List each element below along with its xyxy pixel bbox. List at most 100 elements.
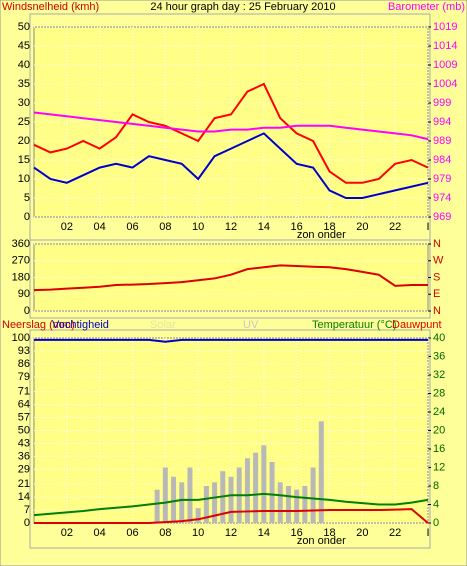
solar-bar: [244, 458, 250, 523]
x-tick-label: 06: [126, 221, 138, 233]
x-tick-label: 20: [356, 221, 368, 233]
y-tick-label: 30: [18, 97, 30, 109]
x-tick-label: 14: [258, 527, 270, 539]
y-tick-label: 29: [18, 463, 30, 475]
y2-tick-label: N: [433, 305, 441, 317]
y-tick-label: 10: [18, 173, 30, 185]
solar-bar: [318, 421, 324, 523]
y2-tick-label: 1009: [433, 59, 457, 71]
series-line: [34, 338, 428, 343]
solar-bar: [154, 489, 160, 523]
solar-bar: [162, 467, 168, 523]
annotation: zon onder: [297, 535, 346, 547]
y-tick-label: 21: [18, 478, 30, 490]
plot-area: [33, 26, 429, 218]
y-tick-label: 360: [12, 238, 30, 250]
y-tick-label: 57: [18, 411, 30, 423]
series-line: [33, 492, 429, 517]
y2-tick-label: 1004: [433, 78, 457, 90]
x-tick-label: 16: [291, 527, 303, 539]
y-tick-label: 270: [12, 255, 30, 267]
solar-bar: [310, 467, 316, 523]
solar-bar: [294, 489, 300, 523]
solar-bar: [171, 476, 177, 523]
x-tick-label: 12: [225, 221, 237, 233]
y-tick-label: 7: [24, 504, 30, 516]
x-tick-label: 08: [159, 527, 171, 539]
y-axis-label: Neerslag (mm): [2, 319, 75, 331]
solar-bar: [228, 476, 234, 523]
y2-tick-label: 40: [433, 332, 445, 344]
y-axis-label: Windsnelheid (kmh): [2, 1, 99, 13]
y-tick-label: 180: [12, 271, 30, 283]
y2-tick-label: N: [433, 238, 441, 250]
y-tick-label: 93: [18, 345, 30, 357]
legend-label: Temperatuur (°C): [312, 319, 396, 331]
solar-bar: [179, 482, 185, 523]
y-tick-label: 43: [18, 437, 30, 449]
solar-bar: [269, 461, 275, 523]
y2-tick-label: 8: [433, 480, 439, 492]
y2-tick-label: 12: [433, 461, 445, 473]
y-tick-label: 5: [24, 192, 30, 204]
y2-tick-label: 1014: [433, 40, 457, 52]
solar-bar: [203, 486, 209, 523]
series-line: [33, 264, 428, 292]
y-tick-label: 14: [18, 491, 30, 503]
legend-label: Solar: [150, 319, 176, 331]
y-tick-label: 45: [18, 40, 30, 52]
y2-tick-label: 32: [433, 369, 445, 381]
y2-tick-label: S: [433, 271, 440, 283]
y-tick-label: 90: [18, 288, 30, 300]
solar-bar: [285, 486, 291, 523]
x-tick-label: 10: [192, 221, 204, 233]
y2-tick-label: 1019: [433, 21, 457, 33]
x-tick-label: 04: [94, 221, 106, 233]
y2-tick-label: 4: [433, 498, 439, 510]
annotation: UV: [243, 319, 259, 331]
x-tick-label: 10: [192, 527, 204, 539]
y2-tick-label: 999: [433, 97, 451, 109]
plot-area: [33, 243, 429, 312]
y-tick-label: 71: [18, 386, 30, 398]
y-tick-label: 25: [18, 116, 30, 128]
y2-tick-label: W: [433, 255, 444, 267]
y-tick-label: 35: [18, 78, 30, 90]
y2-tick-label: 979: [433, 173, 451, 185]
series-line: [33, 82, 429, 184]
solar-bar: [277, 482, 283, 523]
x-tick-label: 14: [258, 221, 270, 233]
y-tick-label: 50: [18, 424, 30, 436]
x-tick-label: 06: [126, 527, 138, 539]
x-tick-label: I: [426, 221, 429, 233]
y2-tick-label: 20: [433, 424, 445, 436]
y2-tick-label: 989: [433, 135, 451, 147]
y-tick-label: 100: [12, 332, 30, 344]
y-tick-label: 40: [18, 59, 30, 71]
y2-tick-label: E: [433, 288, 440, 300]
y2-tick-label: 994: [433, 116, 451, 128]
y2-tick-label: 28: [433, 387, 445, 399]
y-tick-label: 15: [18, 154, 30, 166]
y2-tick-label: 974: [433, 192, 451, 204]
solar-bar: [212, 482, 218, 523]
y2-tick-label: 984: [433, 154, 451, 166]
x-tick-label: 12: [225, 527, 237, 539]
y-tick-label: 0: [24, 211, 30, 223]
y2-axis-label: Barometer (mb): [388, 1, 465, 13]
x-tick-label: I: [426, 527, 429, 539]
chart-title: 24 hour graph day : 25 February 2010: [150, 1, 335, 13]
y2-tick-label: 0: [433, 517, 439, 529]
x-tick-label: 04: [94, 527, 106, 539]
y-tick-label: 86: [18, 358, 30, 370]
series-line: [34, 508, 429, 524]
solar-bar: [187, 467, 193, 523]
y2-tick-label: 36: [433, 350, 445, 362]
y-tick-label: 50: [18, 21, 30, 33]
y-tick-label: 79: [18, 371, 30, 383]
series-line: [33, 132, 429, 199]
x-tick-label: 08: [159, 221, 171, 233]
x-tick-label: 16: [291, 221, 303, 233]
legend-label: Dauwpunt: [392, 319, 442, 331]
